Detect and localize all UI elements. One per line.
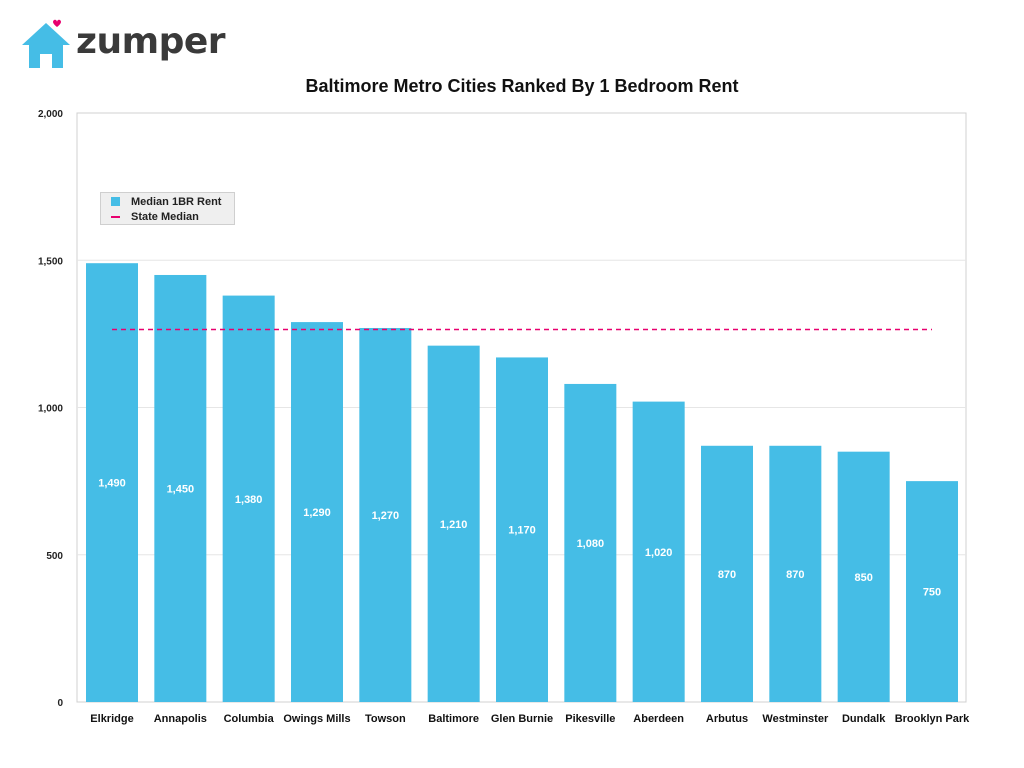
legend-item-reference: State Median (101, 209, 234, 224)
x-tick-label: Arbutus (706, 713, 748, 725)
bar-value-label: 870 (718, 569, 736, 581)
x-tick-label: Westminster (762, 713, 829, 725)
y-tick-label: 500 (46, 551, 63, 562)
bar-value-label: 1,080 (577, 538, 605, 550)
bar (837, 451, 890, 702)
legend-label: State Median (131, 210, 199, 223)
bar-value-label: 1,210 (440, 519, 468, 531)
bar (291, 322, 343, 702)
bar-value-label: 1,380 (235, 494, 263, 506)
x-tick-label: Dundalk (842, 713, 886, 725)
y-tick-label: 0 (57, 698, 63, 709)
x-tick-label: Glen Burnie (491, 713, 553, 725)
y-tick-label: 1,500 (38, 256, 63, 267)
house-logo-icon (22, 19, 70, 68)
bar (86, 263, 138, 702)
bar (906, 481, 958, 702)
bar (564, 383, 617, 702)
logo-wordmark: zumper (76, 21, 226, 62)
x-tick-label: Brooklyn Park (895, 713, 970, 725)
y-tick-label: 2,000 (38, 109, 63, 120)
legend-swatch (111, 197, 120, 206)
bar-value-label: 870 (786, 569, 804, 581)
legend-label: Median 1BR Rent (131, 195, 222, 208)
zumper-logo: zumper (20, 18, 226, 70)
x-tick-label: Owings Mills (283, 713, 350, 725)
x-tick-label: Pikesville (565, 713, 615, 725)
bar-value-label: 850 (854, 572, 872, 584)
y-tick-label: 1,000 (38, 404, 63, 415)
bar-value-label: 1,170 (508, 525, 536, 537)
bar (427, 345, 480, 702)
bar (496, 357, 548, 702)
bar (701, 445, 753, 702)
x-tick-label: Aberdeen (633, 713, 684, 725)
bar (222, 295, 275, 702)
bar-value-label: 1,020 (645, 547, 673, 559)
bar (769, 445, 822, 702)
bar-value-label: 1,490 (98, 478, 126, 490)
bar (632, 401, 685, 702)
bar-value-label: 1,270 (372, 510, 400, 522)
chart-title: Baltimore Metro Cities Ranked By 1 Bedro… (305, 76, 739, 96)
legend-dash (111, 215, 120, 218)
x-tick-label: Towson (365, 713, 406, 725)
bar-value-label: 1,450 (167, 483, 195, 495)
x-tick-label: Elkridge (90, 713, 133, 725)
x-tick-label: Columbia (224, 713, 275, 725)
bar-value-label: 750 (923, 587, 941, 599)
legend-item-bars: Median 1BR Rent (101, 194, 234, 209)
bar (359, 327, 412, 702)
x-tick-label: Annapolis (154, 713, 207, 725)
bar (154, 274, 207, 702)
bar-value-label: 1,290 (303, 507, 331, 519)
x-tick-label: Baltimore (428, 713, 479, 725)
chart-legend: Median 1BR Rent State Median (100, 192, 235, 225)
